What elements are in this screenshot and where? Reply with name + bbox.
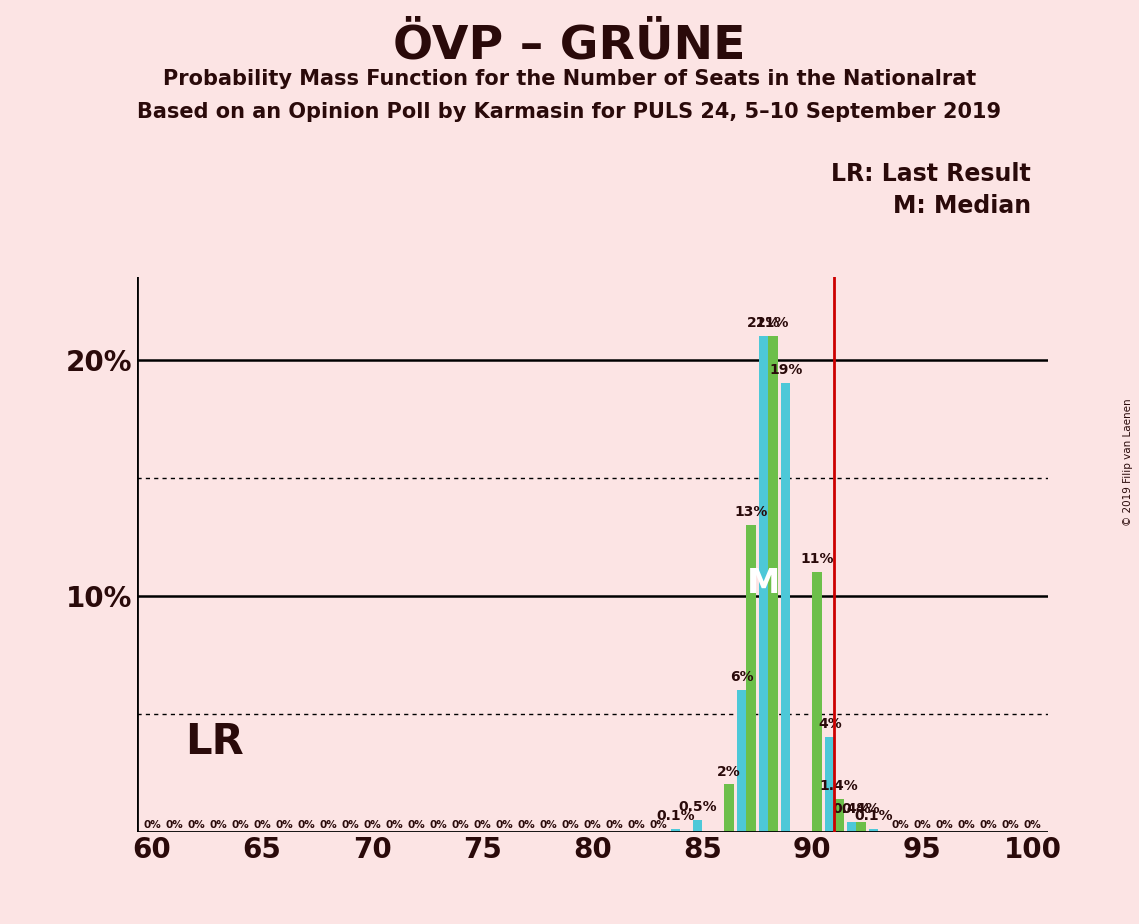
Text: 0%: 0% <box>144 821 161 831</box>
Bar <box>835 798 844 832</box>
Text: 0.1%: 0.1% <box>854 809 893 823</box>
Bar <box>769 336 778 832</box>
Bar <box>869 829 878 832</box>
Text: 13%: 13% <box>735 505 768 519</box>
Text: LR: LR <box>186 721 244 763</box>
Text: 0%: 0% <box>892 821 909 831</box>
Text: 0.5%: 0.5% <box>679 800 718 814</box>
Text: 0%: 0% <box>628 821 645 831</box>
Bar <box>671 829 680 832</box>
Text: 4%: 4% <box>818 717 842 731</box>
Text: 0%: 0% <box>517 821 535 831</box>
Text: 0%: 0% <box>606 821 623 831</box>
Text: 0%: 0% <box>297 821 316 831</box>
Text: 0%: 0% <box>363 821 382 831</box>
Text: 0%: 0% <box>342 821 359 831</box>
Bar <box>759 336 769 832</box>
Bar <box>781 383 790 832</box>
Text: 21%: 21% <box>756 316 789 330</box>
Text: 0%: 0% <box>408 821 425 831</box>
Bar <box>857 822 866 832</box>
Text: 0%: 0% <box>319 821 337 831</box>
Text: 0%: 0% <box>562 821 579 831</box>
Bar <box>746 525 755 832</box>
Text: 0%: 0% <box>583 821 601 831</box>
Text: 0%: 0% <box>231 821 249 831</box>
Text: Probability Mass Function for the Number of Seats in the Nationalrat: Probability Mass Function for the Number… <box>163 69 976 90</box>
Bar <box>847 822 857 832</box>
Text: 1.4%: 1.4% <box>820 779 859 793</box>
Text: 11%: 11% <box>801 553 834 566</box>
Text: Based on an Opinion Poll by Karmasin for PULS 24, 5–10 September 2019: Based on an Opinion Poll by Karmasin for… <box>138 102 1001 122</box>
Text: 2%: 2% <box>718 764 740 779</box>
Text: 0%: 0% <box>165 821 183 831</box>
Text: 0%: 0% <box>913 821 932 831</box>
Text: 0%: 0% <box>649 821 667 831</box>
Text: 21%: 21% <box>747 316 780 330</box>
Text: ÖVP – GRÜNE: ÖVP – GRÜNE <box>393 23 746 68</box>
Text: 0%: 0% <box>276 821 293 831</box>
Text: 0%: 0% <box>385 821 403 831</box>
Text: 0.1%: 0.1% <box>656 809 695 823</box>
Bar <box>724 784 734 832</box>
Text: 19%: 19% <box>769 363 803 378</box>
Text: M: M <box>747 567 780 601</box>
Text: 0.4%: 0.4% <box>833 802 871 816</box>
Text: 0%: 0% <box>474 821 491 831</box>
Text: 0%: 0% <box>253 821 271 831</box>
Text: 0%: 0% <box>935 821 953 831</box>
Text: 0%: 0% <box>187 821 205 831</box>
Text: 0%: 0% <box>540 821 557 831</box>
Text: 0.4%: 0.4% <box>842 802 880 816</box>
Text: M: Median: M: Median <box>893 194 1031 218</box>
Text: 0%: 0% <box>958 821 975 831</box>
Bar <box>812 572 821 832</box>
Text: 0%: 0% <box>429 821 448 831</box>
Text: 0%: 0% <box>495 821 513 831</box>
Bar <box>694 820 703 832</box>
Text: 0%: 0% <box>1024 821 1041 831</box>
Text: LR: Last Result: LR: Last Result <box>831 162 1031 186</box>
Text: 0%: 0% <box>1001 821 1019 831</box>
Bar <box>737 690 746 832</box>
Text: 0%: 0% <box>210 821 227 831</box>
Text: 6%: 6% <box>730 670 754 684</box>
Text: 0%: 0% <box>451 821 469 831</box>
Text: 0%: 0% <box>980 821 998 831</box>
Bar <box>825 737 835 832</box>
Text: © 2019 Filip van Laenen: © 2019 Filip van Laenen <box>1123 398 1133 526</box>
